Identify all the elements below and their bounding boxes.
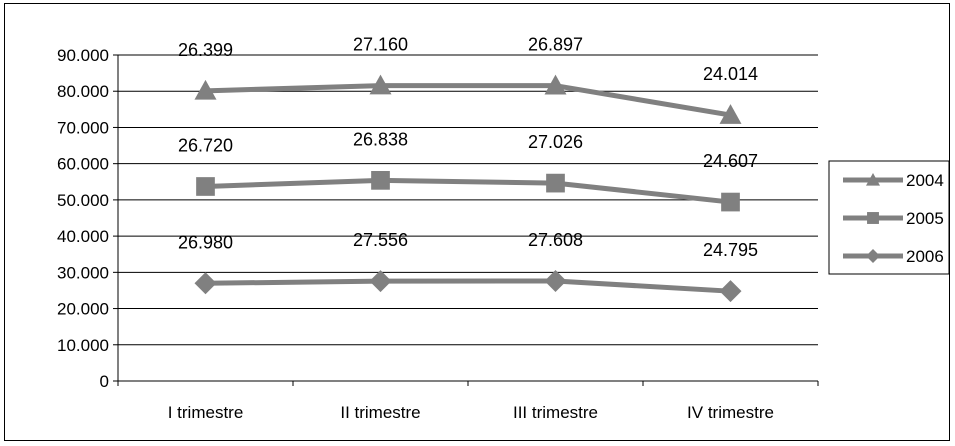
legend-item-2004: 2004	[843, 171, 944, 190]
data-label-2006: 26.980	[178, 232, 233, 252]
data-point-2005	[371, 171, 390, 190]
legend: 2004 2005 2006	[828, 160, 950, 275]
gridlines	[118, 54, 818, 346]
legend-marker	[867, 212, 879, 224]
data-label-2005: 24.607	[703, 151, 758, 171]
chart-frame	[4, 3, 950, 441]
data-point-2005	[546, 173, 565, 193]
y-tick-label: 60.000	[57, 155, 109, 174]
data-label-2004: 24.014	[703, 64, 758, 84]
y-tick-label: 20.000	[57, 300, 109, 319]
data-label-2004: 27.160	[353, 35, 408, 55]
y-tick-label: 90.000	[57, 46, 109, 65]
y-tick-label: 30.000	[57, 263, 109, 282]
data-point-2004	[194, 79, 217, 100]
legend-marker	[866, 173, 880, 186]
data-point-2004	[544, 74, 567, 95]
legend-label: 2005	[906, 209, 944, 228]
y-tick-label: 40.000	[57, 227, 109, 246]
legend-item-2005: 2005	[843, 209, 944, 228]
series-2005	[196, 171, 740, 212]
y-tick-label: 80.000	[57, 82, 109, 101]
data-point-2005	[721, 192, 740, 212]
data-label-2004: 26.897	[528, 35, 583, 55]
data-point-2006	[369, 270, 392, 293]
series-line-2006	[205, 278, 731, 294]
data-point-2006	[544, 269, 567, 292]
x-axis: I trimestre II trimestre III trimestre IV t…	[117, 380, 819, 422]
data-label-2005: 26.720	[178, 135, 233, 155]
data-label-2006: 24.795	[703, 240, 758, 260]
legend-marker	[866, 249, 880, 263]
data-point-2006	[194, 272, 217, 295]
y-axis: 0 10.000 20.000 30.000 40.000 50.000 60.000 70.…	[57, 46, 119, 391]
data-point-2004	[369, 74, 392, 95]
data-label-2004: 26.399	[178, 40, 233, 60]
data-point-2006	[719, 280, 742, 303]
legend-label: 2006	[906, 247, 944, 266]
legend-item-2006: 2006	[843, 247, 944, 266]
series-2004	[194, 74, 742, 124]
data-point-2005	[196, 177, 215, 196]
y-tick-label: 50.000	[57, 191, 109, 210]
data-label-2005: 27.026	[528, 132, 583, 152]
x-tick-label: II trimestre	[340, 403, 420, 422]
data-point-2004	[719, 104, 742, 124]
data-label-2006: 27.608	[528, 230, 583, 250]
x-tick-label: III trimestre	[513, 403, 598, 422]
y-tick-label: 70.000	[57, 118, 109, 137]
data-label-2005: 26.838	[353, 129, 408, 149]
data-label-2006: 27.556	[353, 230, 408, 250]
series-group	[194, 74, 742, 303]
data-labels: 26.399 27.160 26.897 24.014 26.720 26.838 27.0…	[178, 35, 758, 261]
y-tick-label: 0	[100, 372, 109, 391]
series-line-2005	[205, 177, 731, 205]
legend-label: 2004	[906, 171, 944, 190]
series-line-2004	[205, 83, 731, 118]
y-tick-label: 10.000	[57, 336, 109, 355]
series-2006	[194, 269, 742, 303]
x-tick-label: IV trimestre	[687, 403, 774, 422]
x-tick-label: I trimestre	[168, 403, 244, 422]
